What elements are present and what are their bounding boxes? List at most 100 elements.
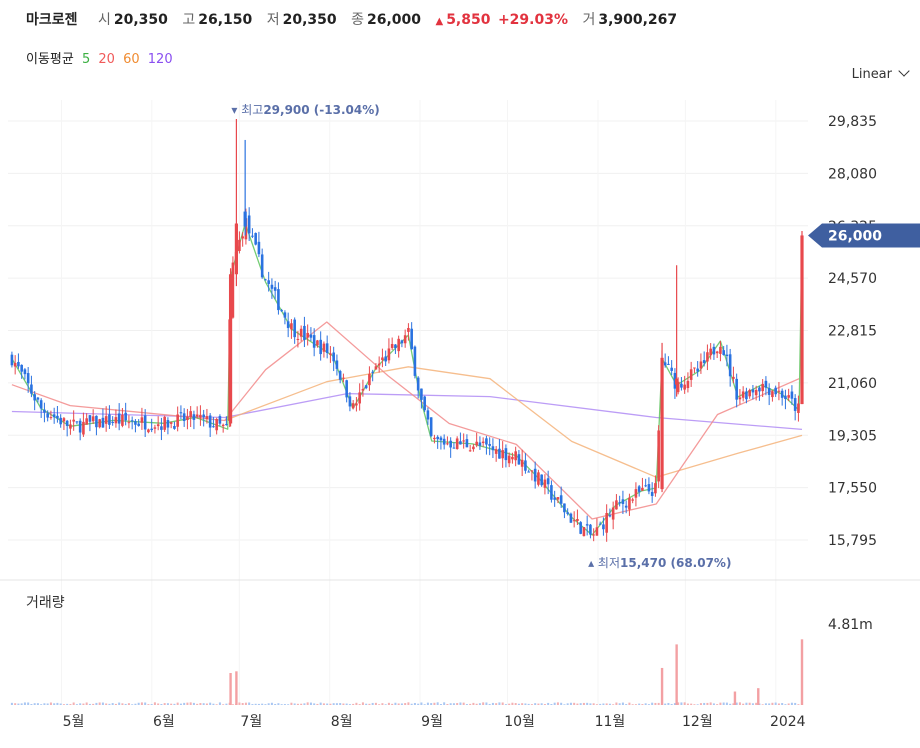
candle (527, 471, 530, 473)
candle (462, 440, 465, 442)
volume-bar (95, 702, 98, 705)
y-tick-label: 22,815 (828, 324, 877, 340)
candle (777, 390, 781, 392)
volume-bar (166, 703, 169, 705)
candle (559, 495, 563, 504)
volume-bar (407, 702, 410, 705)
candle (725, 354, 729, 357)
candle (764, 380, 768, 388)
volume-bar (498, 702, 501, 705)
volume-bar (345, 703, 348, 705)
volume-bar (725, 702, 728, 705)
high-annotation-value: 29,900 (-13.04%) (263, 103, 379, 117)
candle (468, 450, 472, 452)
volume-bar (183, 702, 186, 705)
x-tick-label: 2024 (770, 714, 806, 730)
candle (49, 417, 53, 419)
candle (85, 418, 88, 425)
volume-bar (686, 703, 689, 705)
candle (332, 352, 335, 362)
volume-bar (456, 703, 459, 705)
scale-toggle[interactable]: Linear (852, 65, 910, 82)
volume-bar (693, 704, 696, 705)
candle (364, 385, 368, 389)
volume-bar (781, 703, 784, 705)
candle (455, 438, 459, 450)
candle (407, 327, 410, 332)
candle (65, 420, 69, 426)
current-price-label: 26,000 (828, 228, 882, 244)
volume-bar (342, 703, 345, 705)
volume-bar (599, 703, 602, 705)
low-annotation: ▴ 최저15,470 (68.07%) (588, 556, 731, 570)
candle (501, 450, 504, 459)
volume-bar (446, 703, 449, 705)
volume-bar (482, 702, 485, 705)
volume-bar (670, 703, 673, 705)
volume-bar (365, 703, 368, 705)
candle (345, 380, 348, 398)
volume-bars: 거래량 (10, 595, 804, 705)
candle (199, 414, 202, 418)
candle (494, 449, 498, 454)
volume-bar (517, 703, 520, 705)
volume-bar (733, 691, 737, 705)
candle (738, 397, 742, 400)
ma-legend-120[interactable]: 120 (147, 52, 173, 67)
close-label: 종 (351, 12, 364, 28)
x-tick-label: 11월 (595, 714, 626, 730)
volume-bar (179, 703, 182, 705)
volume-bar (66, 703, 69, 705)
volume-bar (160, 704, 163, 705)
candle (299, 328, 303, 337)
candle (667, 363, 670, 365)
volume-bar (472, 702, 475, 705)
volume-bar (157, 703, 160, 705)
volume-bar (153, 702, 156, 705)
candle (436, 436, 439, 440)
volume-bar (706, 702, 709, 705)
ma-legend-60[interactable]: 60 (123, 52, 140, 67)
volume-bar (439, 704, 442, 705)
candle (88, 415, 92, 422)
volume-bar (85, 702, 88, 705)
volume-bar (413, 702, 416, 705)
volume-bar (251, 704, 254, 705)
ma-legend-20[interactable]: 20 (98, 52, 115, 67)
volume-bar (576, 703, 579, 705)
candle (621, 499, 625, 504)
ma-legend-5[interactable]: 5 (81, 52, 91, 67)
candle (608, 515, 612, 517)
volume-bar (400, 703, 403, 705)
candle (611, 507, 615, 520)
candle (452, 447, 456, 449)
volume-bar (683, 702, 686, 705)
volume-bar (768, 703, 771, 705)
candle (429, 417, 433, 437)
change-value: 5,850 (446, 12, 491, 28)
volume-bar (202, 703, 205, 705)
volume-bar (98, 702, 101, 705)
volume-bar (339, 703, 342, 705)
candle (524, 460, 527, 471)
candle (563, 503, 566, 513)
up-arrow-icon: ▲ (435, 16, 444, 27)
volume-bar (72, 702, 75, 705)
volume-bar (634, 704, 637, 705)
volume-bar (423, 704, 426, 705)
candle (283, 312, 287, 318)
candle (546, 478, 550, 485)
high-value: 26,150 (198, 12, 253, 28)
candle (761, 383, 764, 392)
candle (319, 339, 322, 355)
candle (10, 354, 14, 366)
candle (30, 384, 33, 394)
candle (481, 441, 485, 444)
candle (712, 346, 716, 355)
volume-bar (111, 703, 114, 705)
volume-bar (556, 702, 559, 705)
candle (231, 262, 235, 318)
candle (251, 235, 254, 237)
candle (134, 421, 137, 425)
